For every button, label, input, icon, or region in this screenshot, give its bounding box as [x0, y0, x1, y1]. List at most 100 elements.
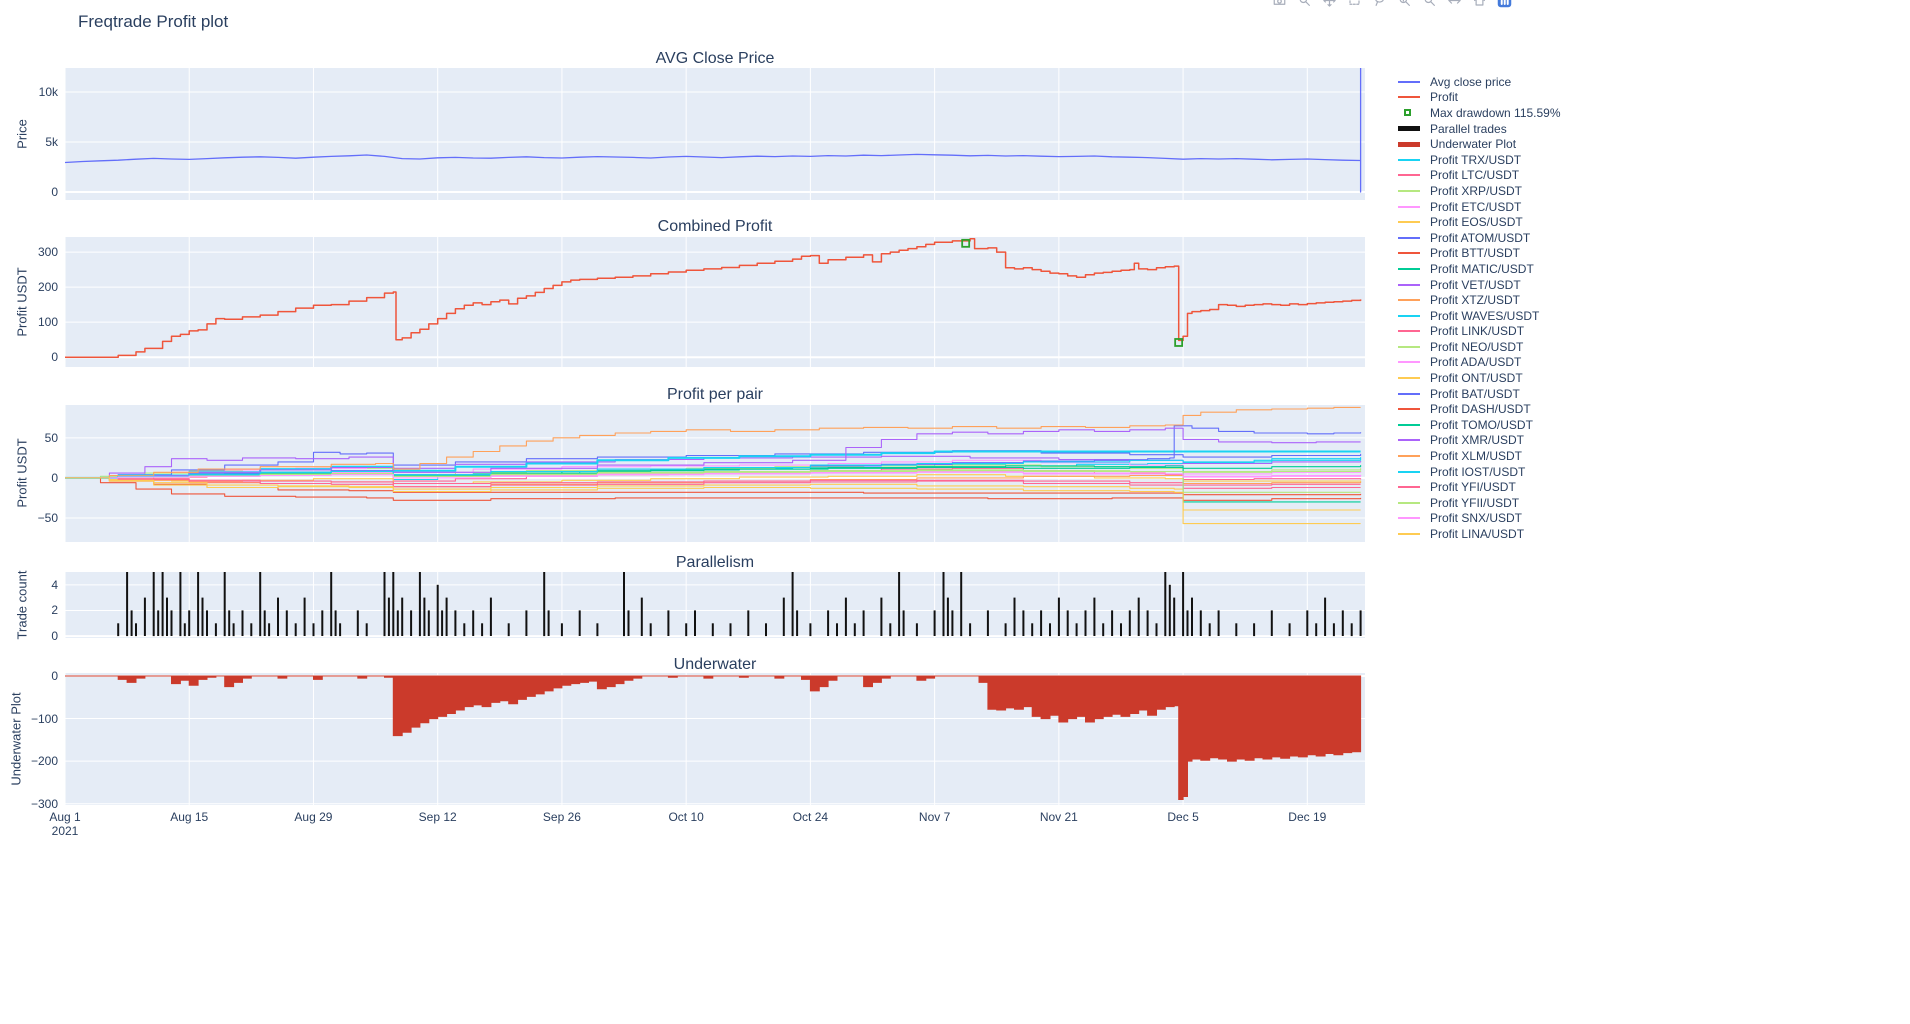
- legend-item[interactable]: Profit XRP/USDT: [1398, 183, 1561, 199]
- y-tick-label: 0: [51, 629, 58, 644]
- legend-sample-line: [1398, 517, 1426, 520]
- legend-label: Profit BTT/USDT: [1430, 246, 1521, 261]
- subplot-title-combined-profit: Combined Profit: [657, 218, 773, 235]
- legend-item[interactable]: Profit ATOM/USDT: [1398, 230, 1561, 246]
- legend-sample-line: [1398, 486, 1426, 489]
- x-tick-label: Aug 15: [170, 810, 209, 824]
- legend-item[interactable]: Profit: [1398, 90, 1561, 106]
- legend-sample-thick: [1398, 141, 1426, 147]
- legend-item[interactable]: Profit ADA/USDT: [1398, 355, 1561, 371]
- pan-icon[interactable]: [1318, 0, 1341, 12]
- legend-sample-line: [1398, 189, 1426, 192]
- legend-sample-line: [1398, 221, 1426, 224]
- subplot-title-parallelism: Parallelism: [675, 554, 755, 571]
- y-tick-label: 5k: [45, 135, 58, 149]
- legend-label: Profit NEO/USDT: [1430, 339, 1524, 354]
- legend-item[interactable]: Profit XLM/USDT: [1398, 448, 1561, 464]
- legend-sample-line: [1398, 96, 1426, 99]
- x-axis-tick-labels: Aug 1 2021 Aug 15 Aug 29 Sep 12 Sep 26 Oct 10 O…: [0, 808, 1400, 842]
- legend-label: Profit LINK/USDT: [1430, 324, 1525, 339]
- legend-item[interactable]: Profit DASH/USDT: [1398, 401, 1561, 417]
- legend-item[interactable]: Profit BTT/USDT: [1398, 246, 1561, 262]
- y-tick-label: 0: [51, 470, 58, 485]
- legend-label: Profit ONT/USDT: [1430, 371, 1523, 386]
- legend-item[interactable]: Profit SNX/USDT: [1398, 511, 1561, 527]
- legend-item[interactable]: Profit ETC/USDT: [1398, 199, 1561, 215]
- legend-item[interactable]: Profit BAT/USDT: [1398, 386, 1561, 402]
- legend-item[interactable]: Max drawdown 115.59%: [1398, 105, 1561, 121]
- legend: Avg close price Profit Max drawdown 115.59…: [1398, 74, 1561, 542]
- y-tick-label: −50: [37, 510, 58, 525]
- legend-label: Profit BAT/USDT: [1430, 386, 1520, 401]
- camera-icon[interactable]: [1268, 0, 1291, 12]
- legend-label: Profit DASH/USDT: [1430, 402, 1531, 417]
- legend-sample-line: [1398, 455, 1426, 458]
- legend-item[interactable]: Profit IOST/USDT: [1398, 464, 1561, 480]
- y-tick-label: 100: [37, 315, 58, 330]
- y-tick-label: 300: [37, 245, 58, 260]
- autoscale-icon[interactable]: [1443, 0, 1466, 12]
- zoom-in-icon[interactable]: [1393, 0, 1416, 12]
- plot-area-parallelism[interactable]: [65, 572, 1365, 638]
- legend-item[interactable]: Avg close price: [1398, 74, 1561, 90]
- legend-label: Profit EOS/USDT: [1430, 215, 1523, 230]
- plot-area-avg-close-price[interactable]: [65, 68, 1365, 200]
- x-tick-label: Nov 21: [1039, 810, 1078, 824]
- legend-item[interactable]: Parallel trades: [1398, 121, 1561, 137]
- legend-sample-line: [1398, 80, 1426, 83]
- x-tick-label: Dec 5: [1167, 810, 1199, 824]
- reset-axes-icon[interactable]: [1468, 0, 1491, 12]
- x-tick-label: Oct 10: [668, 810, 704, 824]
- legend-item[interactable]: Profit NEO/USDT: [1398, 339, 1561, 355]
- y-ticks-underwater: 0 −100 −200 −300: [0, 669, 58, 811]
- legend-item[interactable]: Profit TRX/USDT: [1398, 152, 1561, 168]
- legend-label: Profit IOST/USDT: [1430, 464, 1526, 479]
- legend-label: Profit TOMO/USDT: [1430, 417, 1533, 432]
- plot-area-profit-per-pair[interactable]: [65, 405, 1365, 542]
- legend-item[interactable]: Profit WAVES/USDT: [1398, 308, 1561, 324]
- zoom-icon[interactable]: [1293, 0, 1316, 12]
- zoom-out-icon[interactable]: [1418, 0, 1441, 12]
- legend-item[interactable]: Profit XTZ/USDT: [1398, 292, 1561, 308]
- legend-item[interactable]: Profit LINK/USDT: [1398, 324, 1561, 340]
- legend-item[interactable]: Profit VET/USDT: [1398, 277, 1561, 293]
- legend-sample-line: [1398, 533, 1426, 536]
- plot-area-underwater[interactable]: [65, 673, 1365, 805]
- y-tick-label: 2: [51, 603, 58, 618]
- legend-item[interactable]: Profit YFII/USDT: [1398, 495, 1561, 511]
- x-tick-label: Oct 24: [792, 810, 829, 824]
- legend-item[interactable]: Profit TOMO/USDT: [1398, 417, 1561, 433]
- legend-sample-line: [1398, 283, 1426, 286]
- y-ticks-price: 0 5k 10k: [0, 68, 58, 200]
- legend-sample-line: [1398, 236, 1426, 239]
- legend-sample-line: [1398, 470, 1426, 473]
- legend-item[interactable]: Underwater Plot: [1398, 136, 1561, 152]
- legend-item[interactable]: Profit YFI/USDT: [1398, 479, 1561, 495]
- plot-area-combined-profit[interactable]: [65, 237, 1365, 367]
- legend-label: Profit: [1430, 90, 1459, 105]
- legend-item[interactable]: Profit MATIC/USDT: [1398, 261, 1561, 277]
- legend-sample-line: [1398, 345, 1426, 348]
- lasso-icon[interactable]: [1368, 0, 1391, 12]
- legend-item[interactable]: Profit LTC/USDT: [1398, 168, 1561, 184]
- legend-item[interactable]: Profit EOS/USDT: [1398, 214, 1561, 230]
- legend-label: Profit ADA/USDT: [1430, 355, 1522, 370]
- legend-label: Profit TRX/USDT: [1430, 152, 1522, 167]
- legend-item[interactable]: Profit LINA/USDT: [1398, 526, 1561, 542]
- legend-sample-line: [1398, 361, 1426, 364]
- legend-label: Avg close price: [1430, 74, 1512, 89]
- legend-item[interactable]: Profit ONT/USDT: [1398, 370, 1561, 386]
- legend-sample-line: [1398, 408, 1426, 411]
- y-tick-label: 10k: [38, 85, 58, 99]
- plotly-logo-icon[interactable]: [1493, 0, 1516, 12]
- x-tick-label: Dec 19: [1288, 810, 1327, 824]
- x-tick-label: Sep 12: [418, 810, 457, 824]
- box-select-icon[interactable]: [1343, 0, 1366, 12]
- legend-label: Profit XTZ/USDT: [1430, 293, 1521, 308]
- y-tick-label: −200: [30, 754, 58, 769]
- legend-label: Profit XRP/USDT: [1430, 183, 1523, 198]
- y-tick-label: 0: [51, 668, 58, 683]
- legend-item[interactable]: Profit XMR/USDT: [1398, 433, 1561, 449]
- legend-label: Profit LINA/USDT: [1430, 527, 1525, 542]
